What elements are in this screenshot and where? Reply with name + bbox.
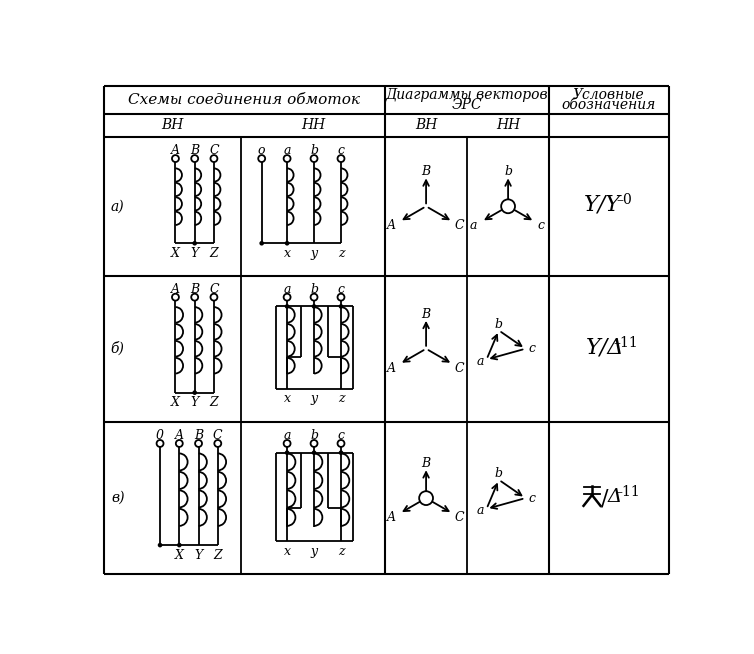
Text: C: C: [213, 429, 222, 442]
Circle shape: [501, 199, 515, 213]
Circle shape: [192, 241, 197, 245]
Text: в): в): [111, 491, 124, 505]
Text: x: x: [284, 545, 290, 558]
Text: Условные: Условные: [573, 88, 645, 103]
Text: c: c: [338, 145, 345, 158]
Text: ВН: ВН: [161, 118, 183, 133]
Text: a: a: [477, 354, 484, 368]
Text: C: C: [454, 362, 464, 375]
Text: Δ: Δ: [608, 488, 622, 506]
Text: Схемы соединения обмоток: Схемы соединения обмоток: [128, 93, 360, 107]
Text: X: X: [171, 247, 180, 260]
Text: C: C: [209, 145, 219, 158]
Circle shape: [192, 390, 197, 395]
Text: x: x: [284, 392, 290, 405]
Text: C: C: [454, 219, 464, 232]
Text: x: x: [284, 247, 290, 260]
Text: Z: Z: [210, 247, 218, 260]
Text: a: a: [470, 219, 477, 232]
Text: Z: Z: [213, 549, 222, 562]
Text: B: B: [421, 307, 431, 320]
Text: б): б): [111, 341, 124, 356]
Text: Y/Δ: Y/Δ: [586, 336, 624, 358]
Text: z: z: [338, 247, 345, 260]
Text: A: A: [388, 362, 396, 375]
Circle shape: [285, 451, 290, 455]
Circle shape: [177, 543, 182, 547]
Text: A: A: [175, 429, 184, 442]
Text: C: C: [454, 511, 464, 524]
Text: y: y: [311, 545, 317, 558]
Text: –11: –11: [614, 336, 639, 350]
Text: c: c: [338, 429, 345, 442]
Text: Y/Y: Y/Y: [584, 194, 621, 216]
Text: a: a: [284, 429, 291, 442]
Circle shape: [339, 304, 343, 309]
Text: /: /: [602, 487, 608, 509]
Text: A: A: [171, 283, 180, 296]
Text: Y: Y: [195, 549, 203, 562]
Text: B: B: [194, 429, 203, 442]
Text: y: y: [311, 247, 317, 260]
Text: A: A: [171, 145, 180, 158]
Text: o: o: [258, 145, 265, 158]
Text: c: c: [528, 492, 535, 505]
Text: НН: НН: [496, 118, 520, 133]
Text: –11: –11: [616, 485, 641, 499]
Text: B: B: [421, 165, 431, 178]
Text: ВН: ВН: [415, 118, 437, 133]
Text: а): а): [111, 199, 124, 213]
Text: b: b: [310, 429, 318, 442]
Text: A: A: [388, 219, 396, 232]
Text: –0: –0: [617, 193, 633, 207]
Text: ЭРС: ЭРС: [452, 99, 483, 112]
Text: c: c: [538, 219, 544, 232]
Text: Z: Z: [210, 396, 218, 409]
Text: a: a: [284, 145, 291, 158]
Text: c: c: [338, 283, 345, 296]
Text: A: A: [388, 511, 396, 524]
Text: X: X: [175, 549, 184, 562]
Circle shape: [311, 451, 317, 455]
Circle shape: [311, 304, 317, 309]
Text: z: z: [338, 392, 345, 405]
Text: b: b: [495, 318, 503, 331]
Circle shape: [158, 543, 162, 547]
Text: Диаграммы векторов: Диаграммы векторов: [385, 88, 548, 103]
Text: a: a: [477, 504, 484, 517]
Text: X: X: [171, 396, 180, 409]
Text: z: z: [338, 545, 345, 558]
Circle shape: [419, 491, 433, 505]
Text: b: b: [310, 283, 318, 296]
Text: B: B: [190, 283, 199, 296]
Circle shape: [259, 241, 264, 245]
Text: 0: 0: [156, 429, 164, 442]
Text: НН: НН: [301, 118, 325, 133]
Text: y: y: [311, 392, 317, 405]
Text: обозначения: обозначения: [562, 99, 656, 112]
Text: a: a: [284, 283, 291, 296]
Text: b: b: [310, 145, 318, 158]
Text: b: b: [495, 467, 503, 480]
Text: B: B: [421, 457, 431, 470]
Text: Y: Y: [191, 247, 199, 260]
Circle shape: [285, 304, 290, 309]
Text: b: b: [504, 165, 512, 178]
Circle shape: [339, 451, 343, 455]
Text: B: B: [190, 145, 199, 158]
Circle shape: [285, 241, 290, 245]
Text: c: c: [528, 342, 535, 355]
Text: Y: Y: [191, 396, 199, 409]
Text: C: C: [209, 283, 219, 296]
